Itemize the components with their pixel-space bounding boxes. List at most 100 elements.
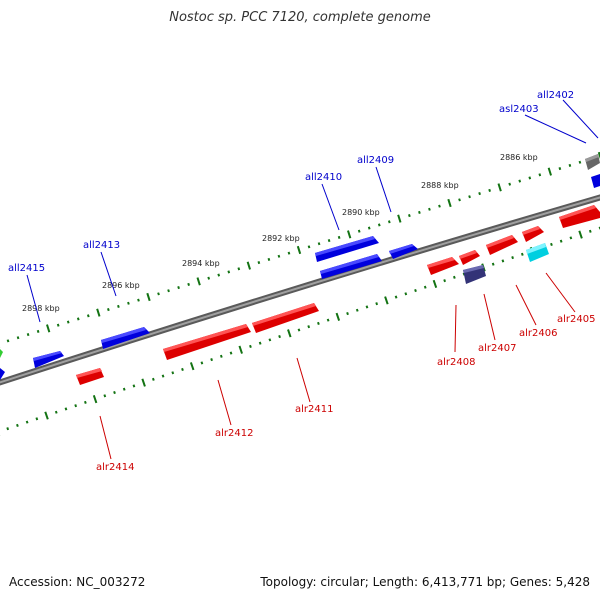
bottom-tick [258, 341, 262, 345]
map-title: Nostoc sp. PCC 7120, complete genome [169, 10, 431, 25]
bottom-tick [588, 229, 592, 233]
top-tick [237, 267, 241, 271]
gene-alr2412[interactable] [163, 324, 251, 360]
label-all2410[interactable]: all2410 [305, 172, 342, 183]
top-tick [36, 329, 40, 334]
kbp-label-2890: 2890 kbp [342, 208, 380, 217]
label-asl2403[interactable]: asl2403 [499, 104, 539, 115]
gene-all2415[interactable] [33, 351, 64, 368]
gene-asl2403[interactable] [585, 154, 600, 170]
label-alr2411[interactable]: alr2411 [295, 404, 333, 415]
bottom-tick [307, 325, 311, 329]
bottom-tick [25, 420, 29, 424]
gene-alr2408-b[interactable] [459, 250, 480, 265]
bottom-tick [278, 335, 281, 339]
bottom-tick [365, 305, 369, 309]
bottom-tick [210, 358, 213, 362]
top-tick [307, 245, 311, 249]
bottom-tick [103, 394, 107, 398]
top-tick [558, 166, 562, 171]
gene-alr2406[interactable] [486, 235, 518, 255]
bottom-tick [122, 387, 126, 391]
kbp-label-2898: 2898 kbp [22, 304, 60, 313]
label-alr2412[interactable]: alr2412 [215, 428, 253, 439]
bottom-tick [16, 423, 19, 427]
label-alr2414[interactable]: alr2414 [96, 462, 134, 473]
bottom-tick [44, 411, 49, 420]
top-tick [117, 304, 120, 308]
gene-alr2411[interactable] [252, 303, 319, 333]
gene-highlight-left[interactable] [0, 349, 3, 358]
label-all2413[interactable]: all2413 [83, 240, 120, 251]
label-alr2407[interactable]: alr2407 [478, 343, 516, 354]
top-tick [196, 277, 201, 286]
top-tick [127, 301, 130, 305]
bottom-tick [151, 377, 155, 381]
bottom-tick [6, 427, 10, 431]
bottom-tick [520, 252, 524, 256]
gene-all2413[interactable] [101, 327, 150, 349]
top-tick [538, 173, 542, 177]
accession-text: Accession: NC_003272 [9, 575, 146, 589]
bottom-leader-lines [99, 272, 576, 460]
gene-pseudo[interactable] [463, 265, 486, 284]
bottom-tick [54, 410, 58, 414]
bottom-tick [161, 374, 165, 378]
bottom-tick [335, 312, 341, 321]
bottom-tick [559, 239, 563, 243]
gene-alr2405-b[interactable] [559, 205, 600, 228]
label-alr2405[interactable]: alr2405 [557, 314, 595, 325]
bottom-tick [511, 256, 514, 260]
top-tick [56, 323, 60, 327]
gene-alr2405-a[interactable] [522, 226, 544, 242]
top-tick [267, 257, 271, 261]
kbp-label-2896: 2896 kbp [102, 281, 140, 290]
top-tick [187, 282, 190, 287]
top-tick [387, 220, 391, 224]
gene-rna[interactable] [526, 243, 549, 262]
label-alr2408[interactable]: alr2408 [437, 357, 475, 368]
top-tick [66, 320, 70, 324]
bottom-tick [404, 292, 408, 296]
label-all2409[interactable]: all2409 [357, 155, 394, 166]
kbp-label-2886: 2886 kbp [500, 153, 538, 162]
top-tick [217, 273, 221, 277]
genome-backbone-highlight [0, 196, 600, 384]
bottom-tick [423, 285, 427, 289]
bottom-tick [317, 321, 320, 325]
bottom-tick [443, 279, 447, 283]
top-tick [6, 339, 10, 343]
bottom-tick [229, 351, 233, 355]
top-tick [317, 242, 321, 246]
gene-all-left-edge[interactable] [0, 368, 5, 380]
label-alr2406[interactable]: alr2406 [519, 328, 557, 339]
bottom-tick [141, 378, 146, 387]
bottom-tick [84, 400, 87, 404]
top-tick [46, 324, 51, 333]
top-tick [497, 183, 502, 192]
gene-alr2408-a[interactable] [427, 257, 459, 275]
gene-alr2414[interactable] [76, 368, 104, 385]
top-tick [96, 308, 101, 317]
top-tick [86, 314, 90, 318]
gene-all2409[interactable] [389, 244, 418, 259]
topology-text: Topology: circular; Length: 6,413,771 bp… [260, 575, 590, 589]
bottom-tick [432, 279, 438, 289]
bottom-tick [414, 288, 417, 293]
gene-all2410-b[interactable] [320, 254, 382, 279]
bottom-tick [355, 308, 359, 312]
gene-all2410-a[interactable] [315, 236, 379, 262]
top-tick [207, 276, 211, 280]
top-tick [397, 214, 402, 223]
gene-all2402[interactable] [591, 174, 600, 188]
label-all2402[interactable]: all2402 [537, 90, 574, 101]
top-tick [528, 176, 532, 180]
top-tick [428, 207, 431, 211]
top-tick [76, 317, 80, 321]
label-all2415[interactable]: all2415 [8, 263, 45, 274]
top-tick [508, 182, 512, 186]
bottom-tick [171, 371, 175, 375]
bottom-tick [200, 361, 204, 365]
bottom-tick [297, 328, 301, 332]
